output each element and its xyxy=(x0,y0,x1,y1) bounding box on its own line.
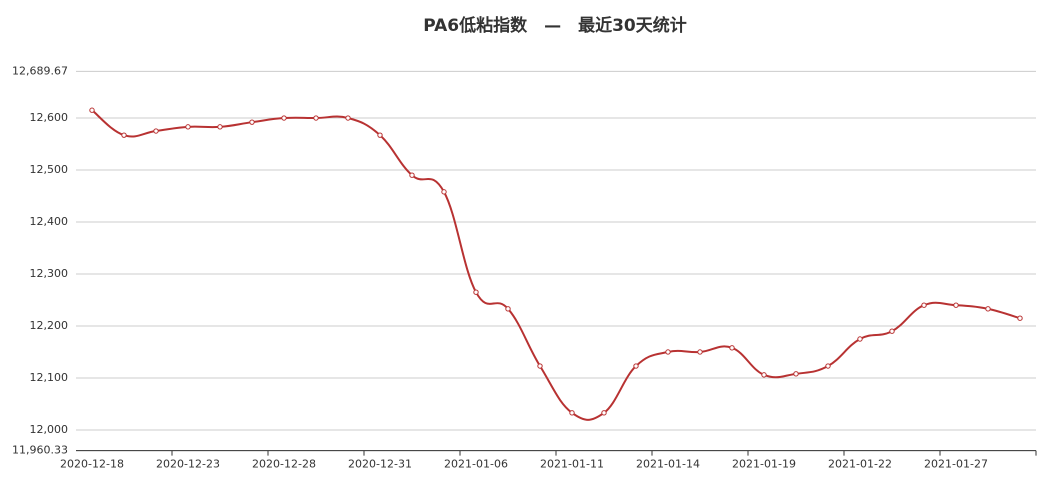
point xyxy=(409,172,415,178)
x-tick-label: 2020-12-28 xyxy=(252,458,316,471)
point xyxy=(441,189,447,195)
point xyxy=(825,363,831,369)
point xyxy=(217,124,223,130)
y-tick-label: 12,100 xyxy=(30,371,69,384)
point xyxy=(985,306,991,312)
point xyxy=(601,410,607,416)
point xyxy=(729,345,735,351)
point xyxy=(569,410,575,416)
y-tick-label: 12,300 xyxy=(30,267,69,280)
point xyxy=(953,302,959,308)
point xyxy=(921,302,927,308)
point xyxy=(153,128,159,134)
point xyxy=(761,372,767,378)
point xyxy=(889,328,895,334)
point xyxy=(793,371,799,377)
x-tick-label: 2021-01-14 xyxy=(636,458,700,471)
point xyxy=(505,306,511,312)
point xyxy=(249,119,255,125)
y-tick-label: 12,200 xyxy=(30,319,69,332)
point xyxy=(89,107,95,113)
x-tick-label: 2020-12-31 xyxy=(348,458,412,471)
x-tick-label: 2021-01-11 xyxy=(540,458,604,471)
point xyxy=(1017,315,1023,321)
x-tick-label: 2021-01-19 xyxy=(732,458,796,471)
point xyxy=(697,349,703,355)
point xyxy=(537,363,543,369)
point xyxy=(121,132,127,138)
x-tick-label: 2020-12-23 xyxy=(156,458,220,471)
point xyxy=(473,289,479,295)
point xyxy=(185,124,191,130)
x-tick-label: 2021-01-27 xyxy=(924,458,988,471)
y-tick-label: 12,689.67 xyxy=(12,64,68,77)
chart-title: PA6低粘指数 — 最近30天统计 xyxy=(423,15,687,36)
x-tick-label: 2021-01-22 xyxy=(828,458,892,471)
point xyxy=(633,363,639,369)
point xyxy=(857,336,863,342)
y-tick-label: 12,600 xyxy=(30,111,69,124)
point xyxy=(313,115,319,121)
line xyxy=(91,109,1021,421)
y-tick-label: 11,960.33 xyxy=(12,444,68,457)
point xyxy=(665,349,671,355)
x-tick-label: 2020-12-18 xyxy=(60,458,124,471)
point xyxy=(345,115,351,121)
y-tick-label: 12,000 xyxy=(30,423,69,436)
y-tick-label: 12,500 xyxy=(30,163,69,176)
x-tick-label: 2021-01-06 xyxy=(444,458,508,471)
point xyxy=(281,115,287,121)
point xyxy=(377,132,383,138)
y-tick-label: 12,400 xyxy=(30,215,69,228)
